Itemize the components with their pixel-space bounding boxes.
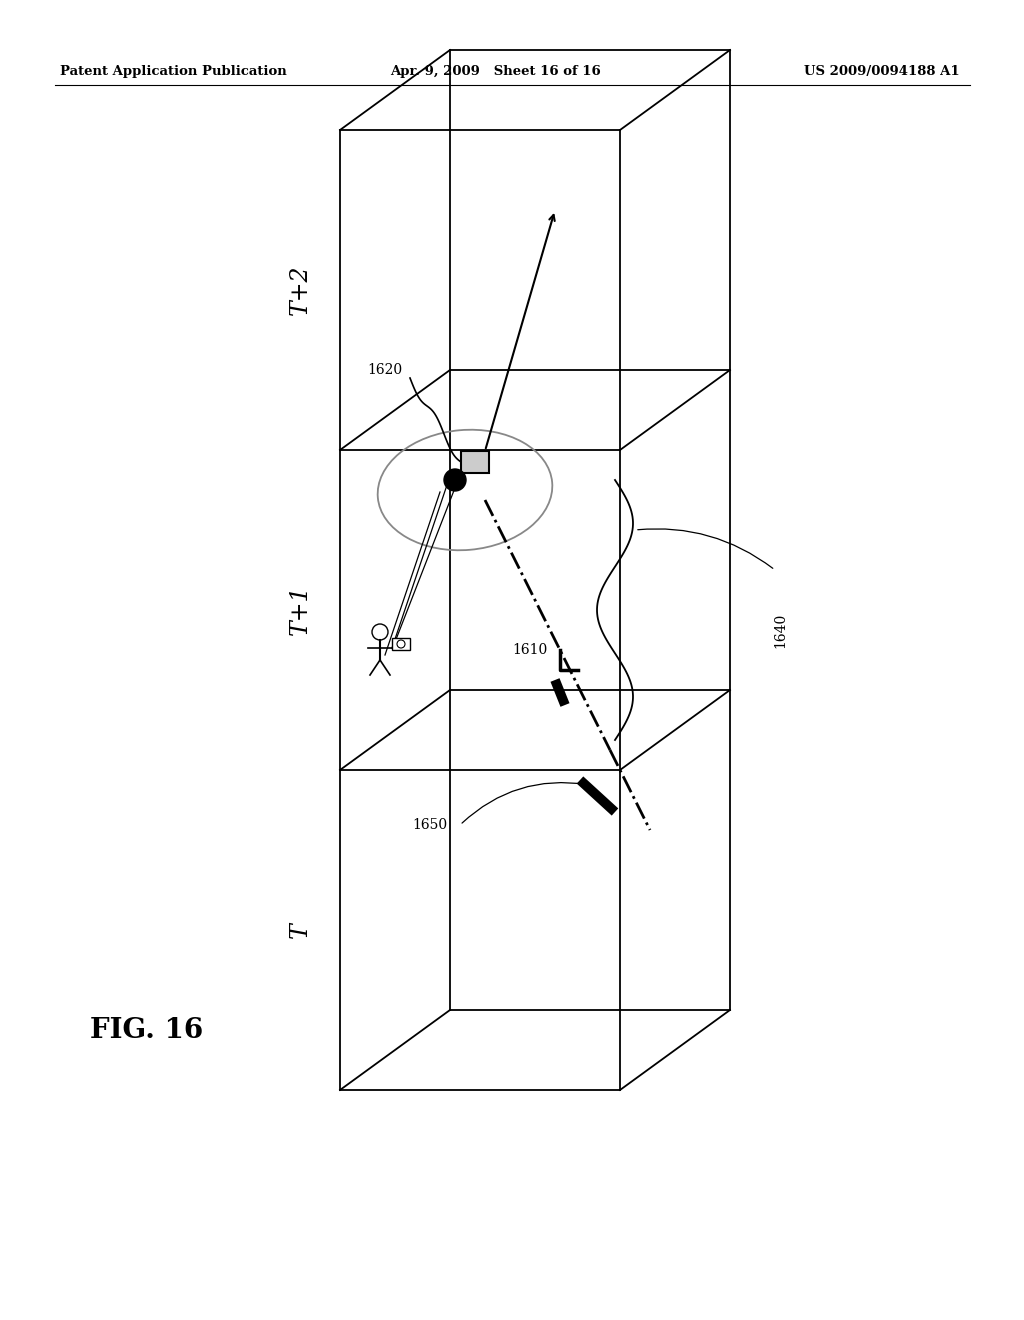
Text: FIG. 16: FIG. 16: [90, 1016, 203, 1044]
Text: Apr. 9, 2009   Sheet 16 of 16: Apr. 9, 2009 Sheet 16 of 16: [390, 66, 601, 78]
Bar: [392, 638, 410, 649]
Circle shape: [444, 469, 466, 491]
Text: 1620: 1620: [368, 363, 402, 378]
Text: 1610: 1610: [512, 643, 548, 657]
Text: T+2: T+2: [289, 265, 311, 315]
Text: T: T: [289, 923, 311, 939]
Text: T+1: T+1: [289, 585, 311, 635]
Text: 1650: 1650: [413, 818, 447, 832]
Bar: [461, 451, 489, 473]
Circle shape: [372, 624, 388, 640]
Text: Patent Application Publication: Patent Application Publication: [60, 66, 287, 78]
Text: 1640: 1640: [773, 612, 787, 648]
Text: US 2009/0094188 A1: US 2009/0094188 A1: [805, 66, 961, 78]
